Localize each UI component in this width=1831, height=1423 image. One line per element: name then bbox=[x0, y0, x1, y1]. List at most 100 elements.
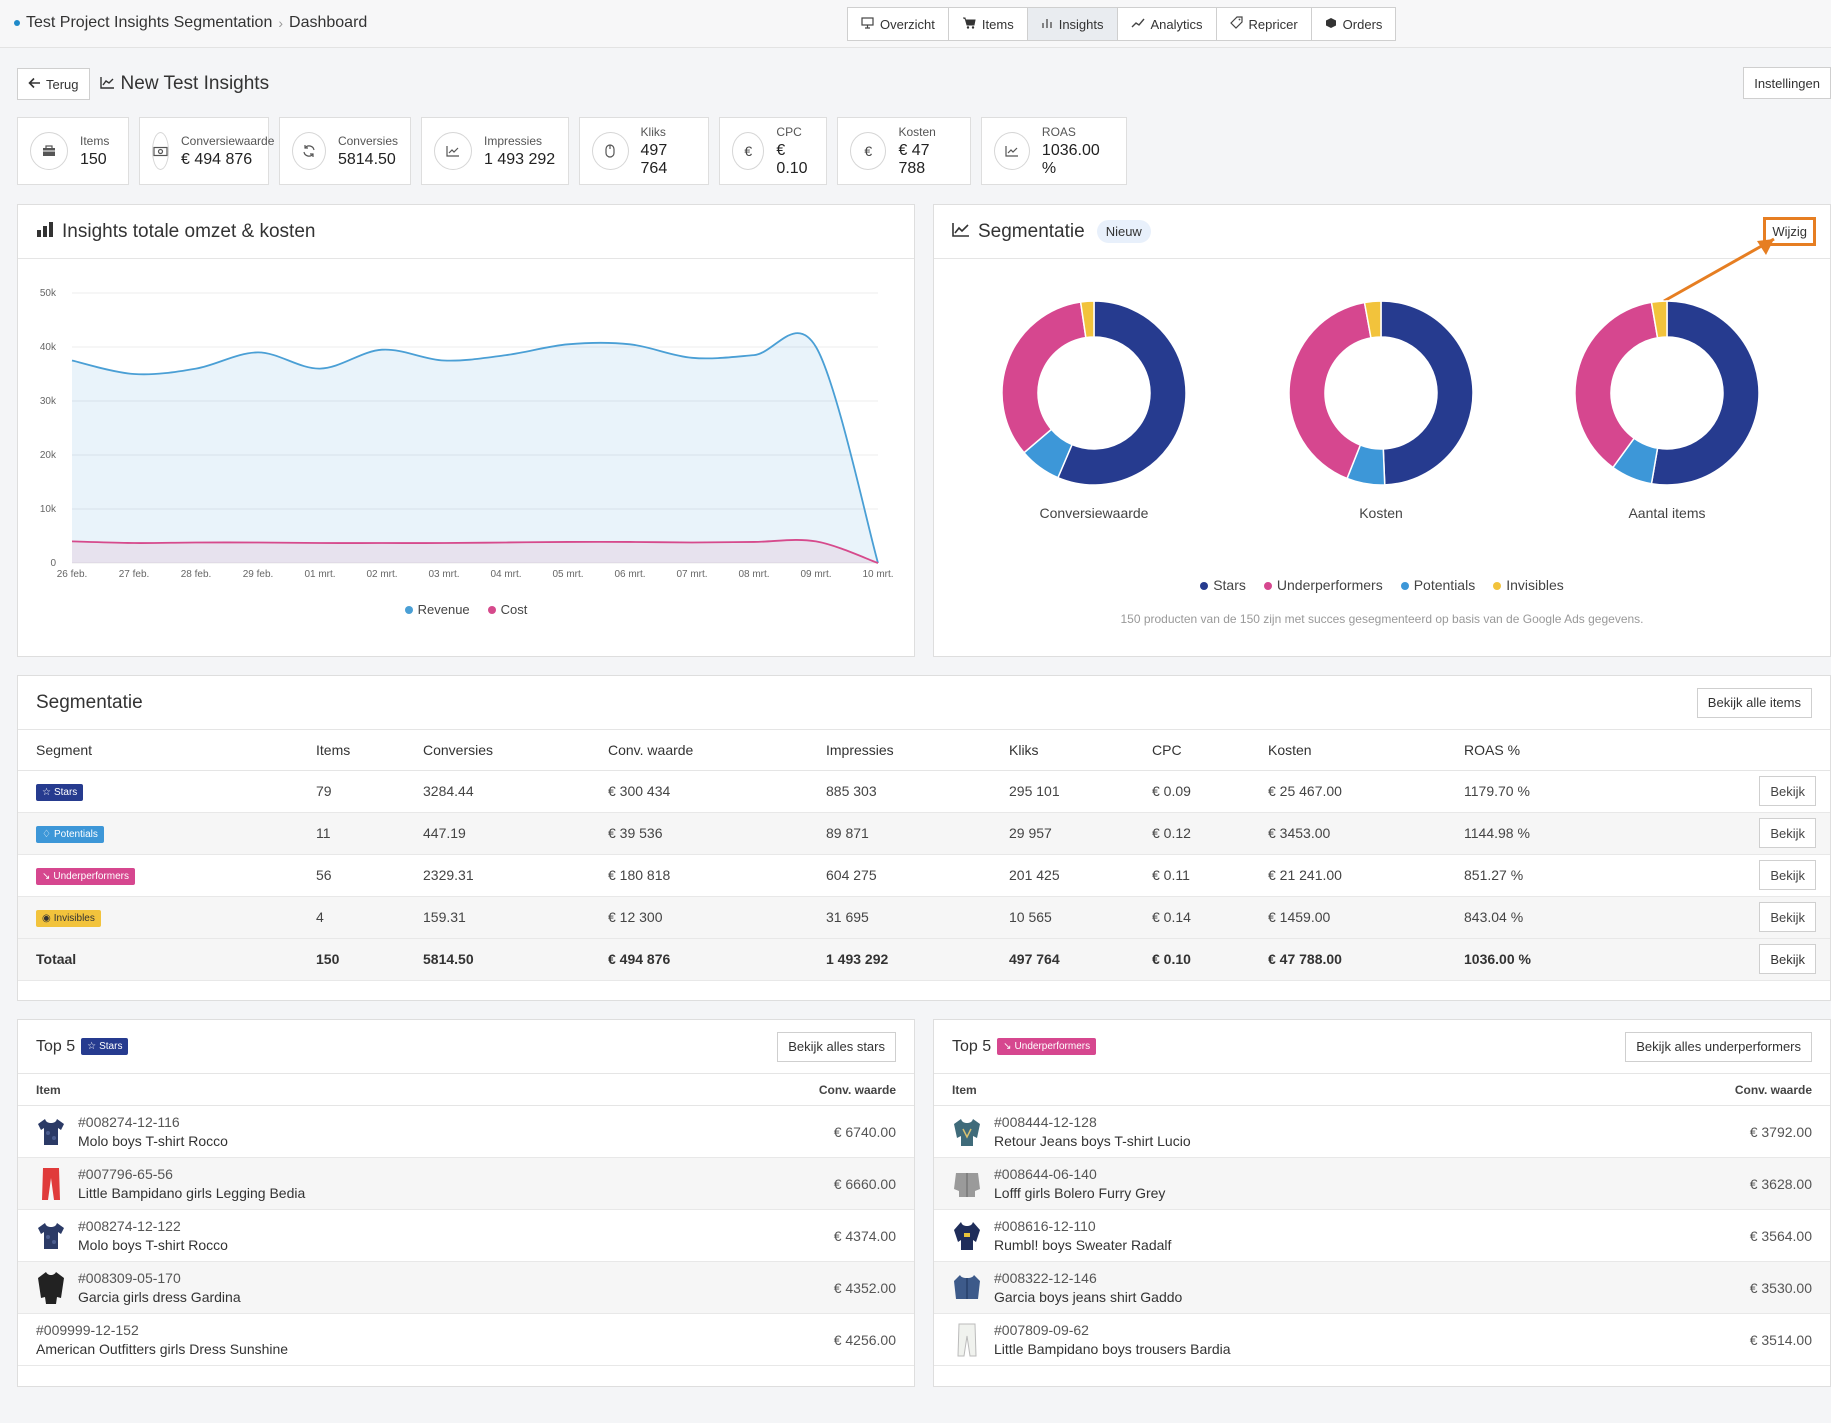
item-meta: #008322-12-146 Garcia boys jeans shirt Ga… bbox=[994, 1270, 1750, 1305]
donut-slice-invisibles[interactable] bbox=[1363, 300, 1382, 339]
item-meta: #008644-06-140 Lofff girls Bolero Furry G… bbox=[994, 1166, 1750, 1201]
back-button[interactable]: Terug bbox=[17, 68, 90, 100]
list-item[interactable]: #008616-12-110 Rumbl! boys Sweater Radalf… bbox=[934, 1210, 1830, 1262]
list-item[interactable]: #009999-12-152 American Outfitters girls … bbox=[18, 1314, 914, 1366]
top5-stars-panel: Top 5 ☆ Stars Bekijk alles stars Item Conv. w… bbox=[17, 1019, 915, 1387]
donut-slice-stars[interactable] bbox=[1056, 300, 1187, 486]
down-icon: ↘ bbox=[1003, 1041, 1012, 1052]
donut-slice-underperformers[interactable] bbox=[1001, 301, 1087, 454]
product-thumbnail bbox=[952, 1322, 982, 1358]
table-cell: 604 275 bbox=[808, 854, 991, 897]
table-row-underperformers: ↘ Underperformers 56 2329.31 € 180 818 604 27… bbox=[18, 854, 1830, 897]
legend-item-invisibles[interactable]: Invisibles bbox=[1493, 577, 1564, 593]
view-total-button[interactable]: Bekijk bbox=[1759, 944, 1816, 974]
list-item[interactable]: #008274-12-122 Molo boys T-shirt Rocco € 4… bbox=[18, 1210, 914, 1262]
list-item[interactable]: #008309-05-170 Garcia girls dress Gardina… bbox=[18, 1262, 914, 1314]
column-header: ROAS % bbox=[1446, 730, 1696, 771]
legend-item-cost[interactable]: Cost bbox=[487, 602, 527, 617]
area-chart-icon bbox=[952, 221, 970, 243]
table-cell: 3284.44 bbox=[405, 770, 590, 813]
table-header-row: Segment Items Conversies Conv. waarde Impres… bbox=[18, 730, 1830, 771]
table-cell: 201 425 bbox=[991, 854, 1134, 897]
list-item[interactable]: #008644-06-140 Lofff girls Bolero Furry G… bbox=[934, 1158, 1830, 1210]
item-value: € 3530.00 bbox=[1749, 1279, 1812, 1296]
item-meta: #008274-12-116 Molo boys T-shirt Rocco bbox=[78, 1114, 834, 1149]
tab-overzicht[interactable]: Overzicht bbox=[848, 8, 949, 40]
item-value: € 4352.00 bbox=[833, 1279, 896, 1296]
product-thumbnail bbox=[952, 1166, 982, 1202]
list-item[interactable]: #008322-12-146 Garcia boys jeans shirt Ga… bbox=[934, 1262, 1830, 1314]
area-chart-legend: Revenue Cost bbox=[18, 602, 914, 617]
star-icon: ☆ bbox=[87, 1041, 97, 1052]
view-segment-button[interactable]: Bekijk bbox=[1759, 860, 1816, 890]
series-area-cost bbox=[72, 539, 878, 563]
legend-item-revenue[interactable]: Revenue bbox=[404, 602, 470, 617]
segment-tag-invisibles: ◉ Invisibles bbox=[36, 909, 101, 927]
table-cell: 56 bbox=[298, 854, 405, 897]
kpi-value: 497 764 bbox=[640, 141, 668, 177]
donut-slice-stars[interactable] bbox=[1650, 300, 1760, 486]
view-all-underperformers-button[interactable]: Bekijk alles underperformers bbox=[1625, 1031, 1812, 1062]
tab-label: Items bbox=[981, 16, 1014, 32]
list-item[interactable]: #008444-12-128 Retour Jeans boys T-shirt … bbox=[934, 1106, 1830, 1158]
tab-insights[interactable]: Insights bbox=[1027, 8, 1118, 40]
column-header: Conversies bbox=[405, 730, 590, 771]
donut-slice-stars[interactable] bbox=[1380, 300, 1474, 486]
donut-slice-invisibles[interactable] bbox=[1079, 300, 1095, 339]
legend-item-underperformers[interactable]: Underperformers bbox=[1263, 577, 1383, 593]
top_stars-header: Top 5 ☆ Stars Bekijk alles stars bbox=[18, 1020, 914, 1074]
table-cell: 843.04 % bbox=[1446, 896, 1696, 939]
top_under-header: Top 5 ↘ Underperformers Bekijk alles underp… bbox=[934, 1020, 1830, 1074]
edit-segmentation-button[interactable]: Wijzig bbox=[1763, 217, 1816, 246]
list-item[interactable]: #007809-09-62 Little Bampidano boys trous… bbox=[934, 1314, 1830, 1366]
donut-slice-invisibles[interactable] bbox=[1650, 300, 1668, 339]
kpi-card-kosten: € Kosten € 47 788 bbox=[837, 117, 971, 185]
view-segment-button[interactable]: Bekijk bbox=[1759, 902, 1816, 932]
revenue-cost-area-chart: 0 10k 20k 30k 40k 50k 26 feb. 27 feb. 28 feb. 29 … bbox=[40, 288, 894, 580]
series-line-revenue bbox=[71, 332, 879, 564]
page-title: New Test Insights bbox=[99, 73, 269, 95]
product-thumbnail bbox=[36, 1114, 66, 1150]
segment-tag-underperformers: ↘ Underperformers bbox=[997, 1038, 1097, 1055]
chevron-right-icon: › bbox=[278, 15, 284, 31]
legend-item-potentials[interactable]: Potentials bbox=[1400, 577, 1475, 593]
tab-items[interactable]: Items bbox=[949, 8, 1028, 40]
list-item[interactable]: #007796-65-56 Little Bampidano girls Legg… bbox=[18, 1158, 914, 1210]
donut-slice-underperformers[interactable] bbox=[1288, 301, 1372, 480]
table-cell: 10 565 bbox=[991, 896, 1134, 939]
kpi-value: € 0.10 bbox=[776, 141, 808, 177]
kpi-value: € 494 876 bbox=[181, 150, 253, 168]
kpi-text: Impressies 1 493 292 bbox=[484, 134, 555, 169]
donut-slice-underperformers[interactable] bbox=[1574, 301, 1659, 469]
item-code: #008322-12-146 bbox=[994, 1270, 1097, 1286]
table-cell: 295 101 bbox=[991, 770, 1134, 813]
bulb-icon: ♢ bbox=[42, 828, 51, 840]
tab-label: Repricer bbox=[1248, 16, 1298, 32]
item-code: #009999-12-152 bbox=[36, 1322, 139, 1338]
page-header: Terug New Test Insights bbox=[17, 68, 269, 100]
table-cell: € 180 818 bbox=[590, 854, 808, 897]
tab-orders[interactable]: Orders bbox=[1312, 8, 1396, 40]
trend-icon bbox=[434, 132, 472, 170]
legend-item-stars[interactable]: Stars bbox=[1200, 577, 1246, 593]
segment-tag-label: Invisibles bbox=[53, 912, 95, 924]
table-cell: 11 bbox=[298, 812, 405, 855]
x-tick-label: 10 mrt. bbox=[862, 569, 893, 580]
breadcrumb-project[interactable]: Test Project Insights Segmentation bbox=[26, 14, 273, 31]
item-code: #008644-06-140 bbox=[994, 1166, 1097, 1182]
view-all-items-button[interactable]: Bekijk alle items bbox=[1696, 687, 1812, 718]
table-cell: 2329.31 bbox=[405, 854, 590, 897]
view-segment-button[interactable]: Bekijk bbox=[1759, 776, 1816, 806]
view-segment-button[interactable]: Bekijk bbox=[1759, 818, 1816, 848]
table-cell: € 3453.00 bbox=[1250, 812, 1446, 855]
column-header-value: Conv. waarde bbox=[818, 1082, 896, 1097]
list-item[interactable]: #008274-12-116 Molo boys T-shirt Rocco € 6… bbox=[18, 1106, 914, 1158]
tab-repricer[interactable]: Repricer bbox=[1217, 8, 1312, 40]
view-all-stars-button[interactable]: Bekijk alles stars bbox=[777, 1031, 896, 1062]
segment-cell: ↘ Underperformers bbox=[18, 854, 298, 897]
product-thumbnail bbox=[36, 1218, 66, 1254]
legend-dot-icon bbox=[487, 606, 496, 614]
kpi-value: € 47 788 bbox=[898, 141, 930, 177]
settings-button[interactable]: Instellingen bbox=[1743, 67, 1831, 99]
tab-analytics[interactable]: Analytics bbox=[1118, 8, 1217, 40]
